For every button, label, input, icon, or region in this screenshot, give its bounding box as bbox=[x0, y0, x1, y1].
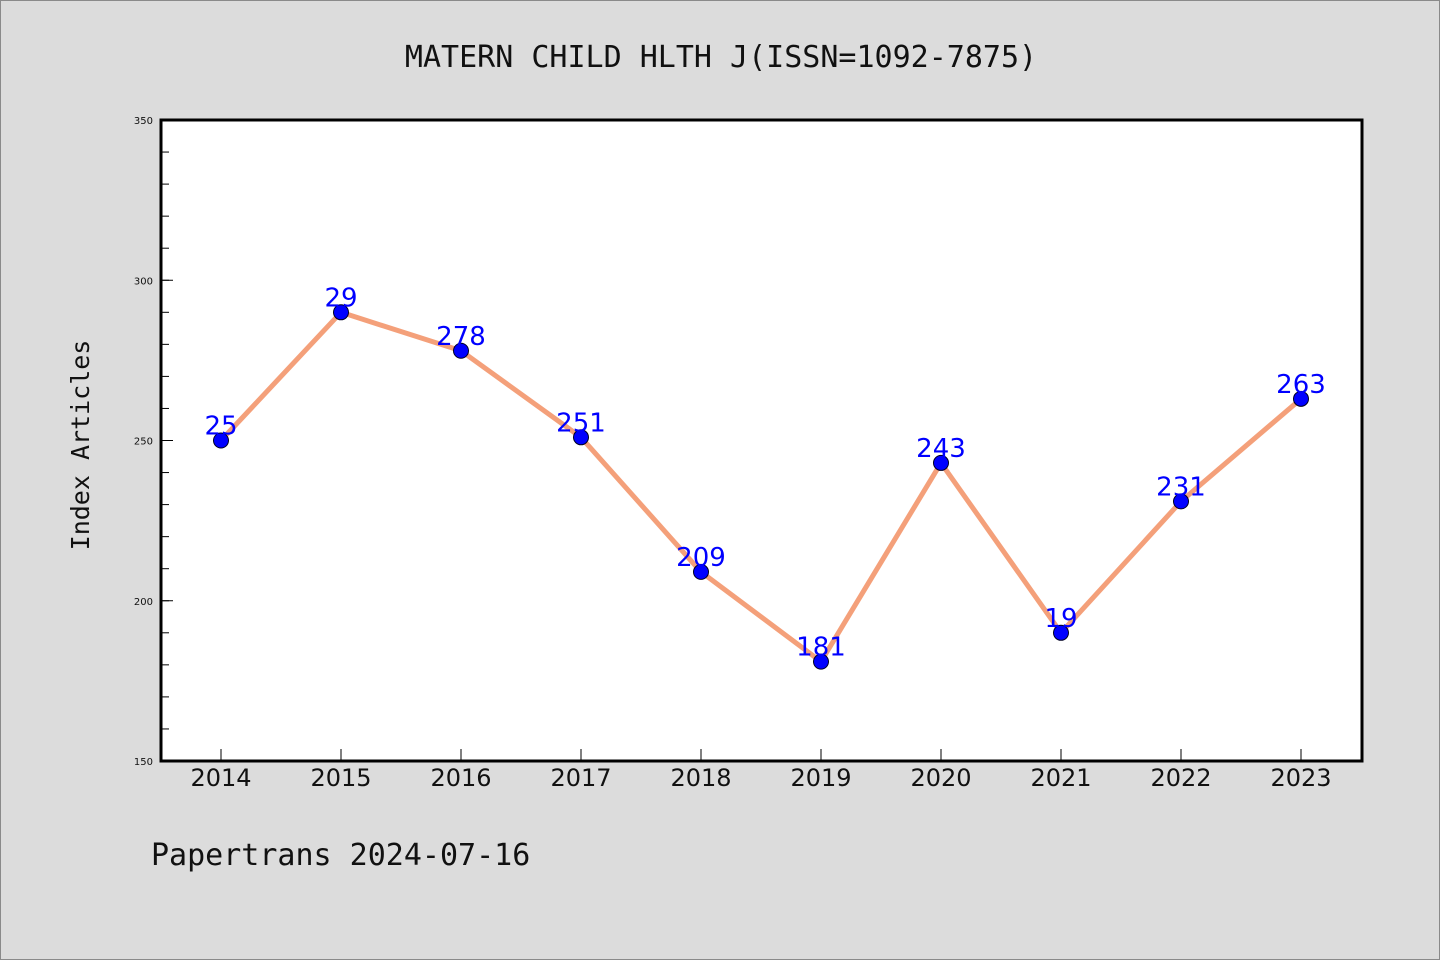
data-label: 209 bbox=[676, 543, 726, 573]
y-tick-label: 250 bbox=[134, 437, 153, 448]
data-point bbox=[453, 342, 469, 359]
x-axis: 2014 2015 2016 2017 2018 2019 2020 2021 2022 2023 bbox=[190, 749, 1332, 792]
x-tick-label: 2016 bbox=[430, 764, 491, 792]
data-point bbox=[333, 304, 349, 321]
data-point bbox=[693, 563, 709, 580]
y-axis-label: Index Articles bbox=[66, 340, 95, 551]
data-label: 263 bbox=[1276, 370, 1326, 400]
x-tick-label: 2014 bbox=[190, 764, 251, 792]
x-tick-label: 2015 bbox=[310, 764, 371, 792]
x-tick-label: 2022 bbox=[1150, 764, 1211, 792]
data-label: 278 bbox=[436, 322, 486, 352]
y-tick-label: 200 bbox=[134, 597, 153, 608]
chart-title: MATERN CHILD HLTH J(ISSN=1092-7875) bbox=[405, 40, 1037, 75]
data-point bbox=[813, 653, 829, 670]
data-label: 25 bbox=[204, 412, 237, 442]
x-tick-label: 2017 bbox=[550, 764, 611, 792]
y-tick-label: 350 bbox=[134, 116, 153, 127]
x-tick-label: 2020 bbox=[910, 764, 971, 792]
data-label: 29 bbox=[324, 283, 357, 313]
data-point bbox=[1053, 624, 1069, 641]
data-point bbox=[573, 429, 589, 446]
x-tick-label: 2018 bbox=[670, 764, 731, 792]
x-tick-label: 2023 bbox=[1270, 764, 1331, 792]
x-tick-label: 2019 bbox=[790, 764, 851, 792]
data-label: 181 bbox=[796, 633, 846, 663]
y-tick-label: 150 bbox=[134, 757, 153, 768]
data-label: 231 bbox=[1156, 472, 1206, 502]
series-line bbox=[218, 309, 1304, 665]
data-point bbox=[1173, 493, 1189, 510]
footer-credit: Papertrans 2024-07-16 bbox=[151, 838, 530, 873]
y-axis: 150 200 250 300 350 bbox=[134, 116, 173, 768]
y-tick-label: 300 bbox=[134, 276, 153, 287]
data-label: 243 bbox=[916, 434, 966, 464]
data-label: 19 bbox=[1044, 604, 1077, 634]
plot-area bbox=[159, 118, 1364, 763]
data-point bbox=[933, 454, 949, 471]
series-index-articles: 25 29 278 251 209 181 243 19 231 263 bbox=[204, 283, 1326, 670]
data-point bbox=[213, 432, 229, 449]
data-point bbox=[1293, 390, 1309, 407]
x-tick-label: 2021 bbox=[1030, 764, 1091, 792]
data-label: 251 bbox=[556, 408, 606, 438]
